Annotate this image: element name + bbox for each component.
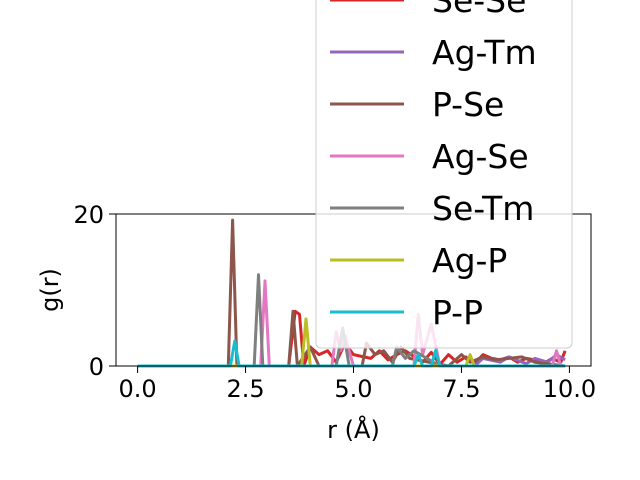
y-axis-label: g(r) [36,268,64,312]
legend-label: P-P [432,293,483,332]
x-tick-label: 2.5 [226,375,264,403]
y-axis: 0 20 [73,201,116,381]
x-tick-label: 10.0 [543,375,596,403]
series-line-p-p [137,339,566,368]
legend-label: Ag-Se [432,137,529,176]
x-tick-label: 7.5 [442,375,480,403]
y-tick-label: 20 [73,201,104,229]
x-tick-label: 5.0 [334,375,372,403]
legend: Se-Se Ag-Tm P-Se Ag-Se Se-Tm Ag-P P-P [315,0,573,349]
legend-label: Ag-Tm [432,33,537,72]
legend-label: Se-Se [432,0,526,20]
legend-label: Ag-P [432,241,507,280]
legend-label: P-Se [432,85,504,124]
x-axis-label: r (Å) [327,415,380,444]
x-tick-label: 0.0 [119,375,157,403]
x-axis: 0.0 2.5 5.0 7.5 10.0 [119,366,596,403]
series-line-ag-tm [137,353,566,368]
y-tick-label: 0 [89,353,104,381]
legend-label: Se-Tm [432,189,534,228]
